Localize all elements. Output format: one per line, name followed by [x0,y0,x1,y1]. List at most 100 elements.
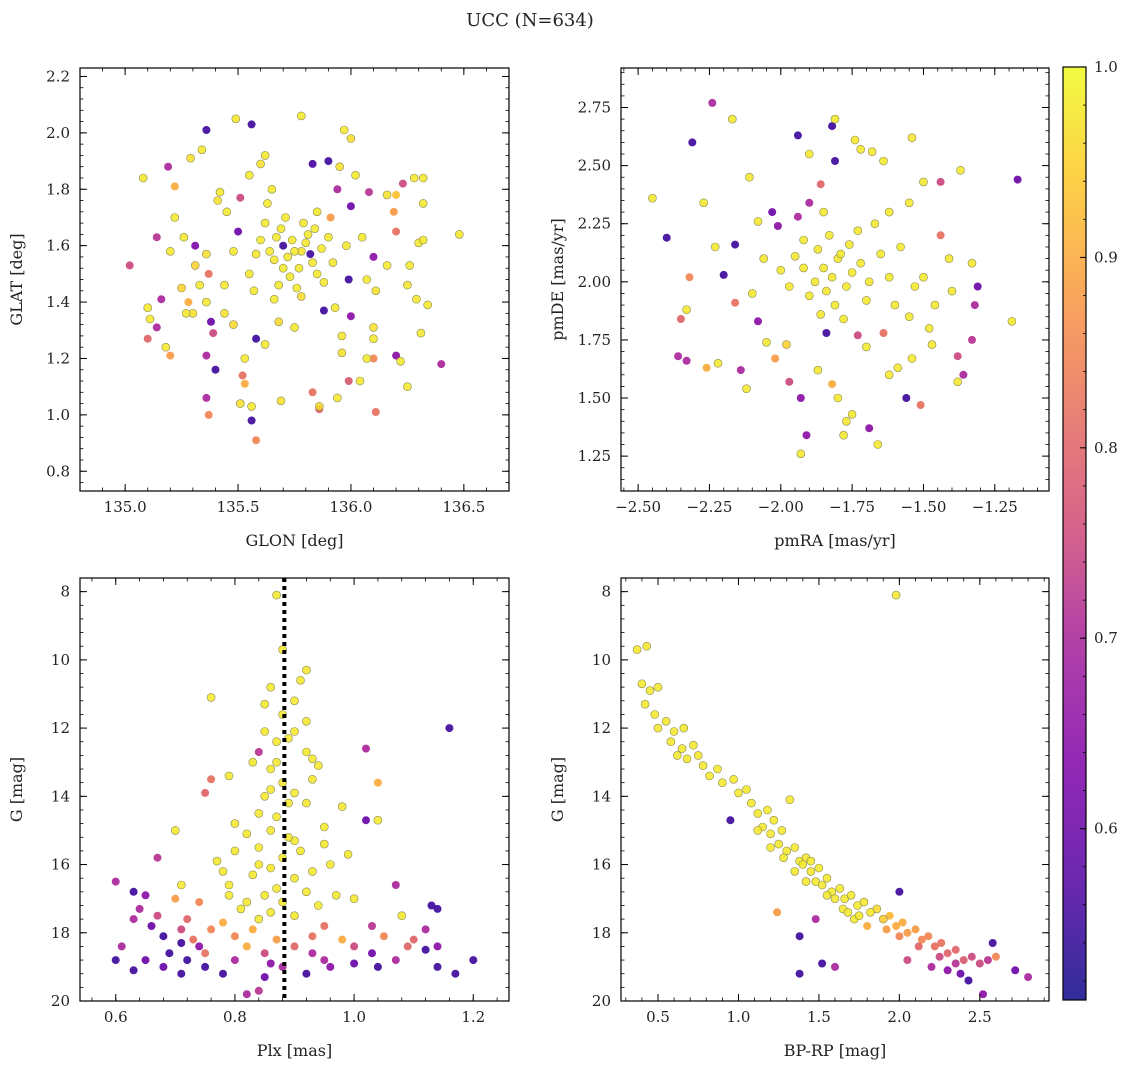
data-point [272,737,281,747]
data-point [779,853,788,863]
data-point [642,641,652,651]
data-point [224,890,234,900]
data-point [822,890,832,900]
y-tick-label: 8 [601,583,611,601]
data-point [326,962,335,971]
data-point [816,310,826,319]
data-point [285,272,295,282]
y-tick-label: 12 [592,719,611,737]
data-point [956,969,965,978]
data-point [708,98,717,107]
data-point [189,935,198,944]
data-point [260,791,270,801]
data-point [953,377,963,387]
y-tick-label: 1.50 [578,389,611,407]
data-point [418,199,428,208]
data-point [207,317,215,326]
data-point [705,771,714,781]
data-point [726,816,735,825]
data-point [313,901,323,910]
data-point [183,956,192,965]
data-point [207,775,216,784]
data-point [389,207,398,216]
data-point [702,363,711,372]
data-point [745,172,754,182]
data-point [437,360,446,369]
data-point [272,232,281,242]
data-point [828,380,837,389]
data-point [267,185,277,194]
data-point [418,235,428,245]
data-point [254,809,264,818]
data-point [279,241,288,250]
data-point [351,170,360,180]
data-point [346,134,356,143]
data-point [324,157,333,166]
data-point [371,286,381,296]
x-tick-label: 0.5 [646,1008,670,1026]
data-point [320,956,329,965]
data-point [245,170,254,180]
y-tick-label: 2.25 [578,215,611,233]
data-point [138,173,148,183]
data-point [141,891,150,900]
data-point [746,798,756,808]
data-point [907,354,917,363]
y-axis-label: G [mag] [548,757,567,822]
data-point [177,925,186,934]
data-point [266,863,276,873]
plot-frame [79,577,510,1002]
data-point [731,240,740,249]
data-point [152,323,161,332]
data-point [247,416,256,425]
data-point [827,272,837,282]
data-point [129,966,138,975]
data-point [773,222,782,230]
panel-pmra-pmde: −2.50 −2.25 −2.00 −1.75 −1.50 −1.25 1.25 1.50 1.… [548,67,1050,550]
data-point [310,224,320,233]
data-point [867,147,877,156]
data-point [403,382,412,392]
data-point [699,198,709,208]
data-point [813,245,823,254]
data-point [795,932,804,941]
data-point [904,198,914,208]
data-point [230,932,239,941]
data-point [357,232,367,242]
data-point [799,263,808,273]
data-point [843,907,853,917]
y-tick-label: 1.25 [578,447,611,465]
data-point [245,269,254,279]
data-point [835,884,845,893]
data-point [782,340,791,349]
data-point [302,798,311,808]
data-point [698,761,708,770]
data-point [856,145,866,154]
data-point [177,969,186,978]
data-point [157,295,166,304]
data-point [272,812,281,822]
data-point [903,928,912,937]
data-point [944,254,954,263]
data-point [242,942,251,951]
x-axis-label: Plx [mas] [257,1041,332,1060]
points-glon-glat [125,111,464,445]
data-point [170,213,180,222]
data-point [290,942,299,951]
data-point [736,366,745,375]
data-point [403,280,412,290]
data-point [269,294,279,304]
data-point [865,424,874,433]
data-point [771,354,780,363]
data-point [853,331,862,340]
data-point [184,298,193,307]
data-point [685,273,694,282]
data-point [785,795,795,805]
data-point [813,365,823,375]
data-point [451,969,460,978]
data-point [811,915,820,924]
data-point [272,884,281,893]
data-point [312,269,322,279]
data-point [296,292,306,301]
data-point [774,839,784,849]
